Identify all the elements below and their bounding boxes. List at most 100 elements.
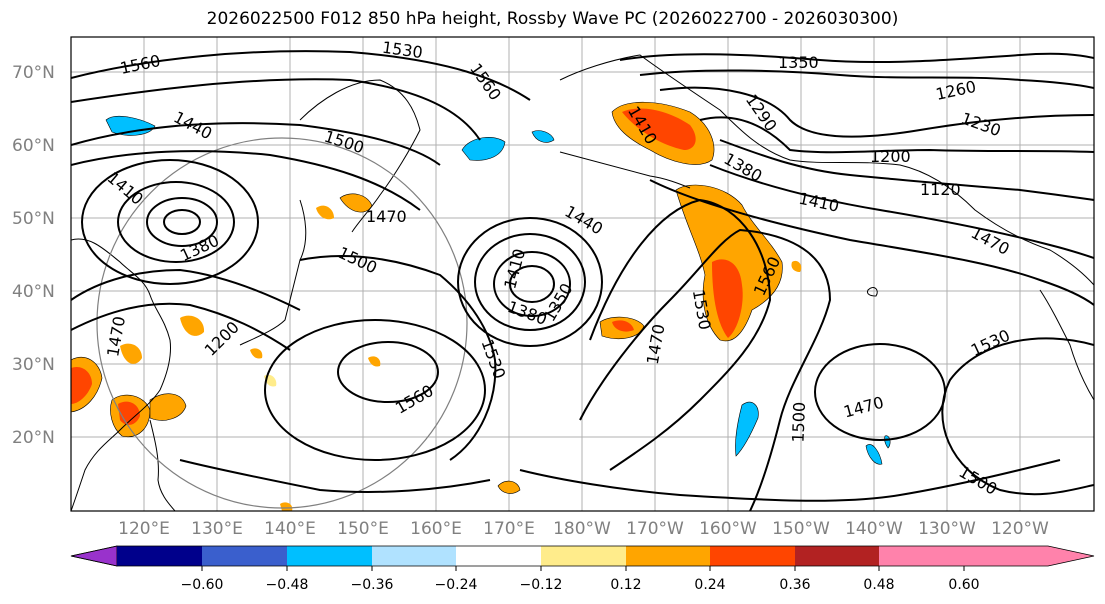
contour-label: 1120 <box>920 180 961 199</box>
coastline-philippines <box>149 419 176 511</box>
colorbar-tick-label: −0.36 <box>351 577 394 593</box>
height-contour <box>337 341 439 403</box>
height-contour <box>71 50 531 101</box>
colorbar-segment <box>372 546 456 566</box>
lon-label: 160°W <box>699 519 757 539</box>
coastline-kamchatka <box>299 79 421 233</box>
lon-label: 140°E <box>264 519 316 539</box>
height-contour <box>146 197 218 247</box>
colorbar-segment <box>710 546 795 566</box>
island-hawaii <box>867 287 878 297</box>
lat-label: 30°N <box>12 355 55 375</box>
height-contour <box>163 209 201 235</box>
positive-anomaly-patch <box>120 343 142 364</box>
colorbar-ticks <box>201 566 965 571</box>
colorbar-tick-label: −0.60 <box>181 577 224 593</box>
height-contour <box>71 78 481 141</box>
contour-label: 1500 <box>789 402 809 443</box>
positive-anomaly-patch <box>368 356 381 367</box>
height-contour <box>589 198 772 471</box>
longitude-labels: 120°E 130°E 140°E 150°E 160°E 170°E 180°… <box>118 519 1049 539</box>
colorbar-tick-label: −0.48 <box>266 577 309 593</box>
colorbar-tick-label: −0.12 <box>520 577 563 593</box>
height-contour <box>71 268 301 311</box>
height-contour <box>619 52 1094 64</box>
height-contour <box>299 255 497 461</box>
height-contours <box>71 50 1094 511</box>
lat-label: 20°N <box>12 428 55 448</box>
coastlines <box>71 54 1094 511</box>
height-contour <box>509 265 555 303</box>
colorbar-segment <box>795 546 879 566</box>
colorbar-tick-label: 0.48 <box>863 577 894 593</box>
height-contour <box>579 228 832 511</box>
colorbar-extend-right <box>964 546 1094 566</box>
height-contour <box>81 159 259 285</box>
anomaly-shading <box>71 101 891 511</box>
height-contour <box>264 319 486 461</box>
contour-label: 1470 <box>366 207 407 226</box>
height-contour <box>71 122 441 166</box>
lon-label: 120°E <box>118 519 170 539</box>
colorbar-segment <box>202 546 287 566</box>
lat-label: 60°N <box>12 136 55 156</box>
positive-anomaly-patch <box>316 205 334 220</box>
coastline-alaska <box>559 54 1094 286</box>
positive-anomaly-patch <box>612 320 634 332</box>
lon-label: 150°W <box>772 519 830 539</box>
colorbar-tick-label: 0.36 <box>779 577 810 593</box>
positive-anomaly-patch <box>149 393 187 421</box>
height-contour <box>699 116 1094 154</box>
contour-label: 1350 <box>778 53 819 72</box>
lat-label: 40°N <box>12 282 55 302</box>
lon-label: 130°E <box>191 519 243 539</box>
positive-anomaly-patch <box>622 108 696 150</box>
colorbar-extend-left <box>70 545 118 567</box>
negative-anomaly-patch <box>531 130 555 143</box>
lat-label: 50°N <box>12 209 55 229</box>
height-contour <box>519 459 1061 502</box>
contour-label: 1200 <box>870 147 911 166</box>
lon-label: 160°E <box>410 519 462 539</box>
positive-anomaly-patch <box>791 260 802 272</box>
height-contour <box>179 459 491 493</box>
height-contour <box>117 181 235 263</box>
coastline-aleutians <box>559 151 691 189</box>
colorbar-segment <box>287 546 372 566</box>
height-contour <box>493 251 571 317</box>
lon-label: 170°E <box>483 519 535 539</box>
height-contour <box>71 150 421 211</box>
reference-circle <box>96 137 468 509</box>
positive-anomaly-patch <box>250 348 263 359</box>
lon-label: 180°W <box>553 519 611 539</box>
colorbar: −0.60 −0.48 −0.36 −0.24 −0.12 0.12 0.24 … <box>70 545 1095 593</box>
lon-label: 150°E <box>337 519 389 539</box>
lon-label: 140°W <box>845 519 903 539</box>
height-contour <box>659 86 1094 138</box>
height-contour <box>709 164 1094 259</box>
height-contour <box>639 69 1094 89</box>
negative-anomaly-patch <box>865 444 883 465</box>
colorbar-outline <box>70 545 1095 567</box>
height-contour <box>71 302 291 351</box>
negative-anomaly-patch <box>461 137 506 161</box>
colorbar-tick-label: −0.24 <box>435 577 478 593</box>
map-title: 2026022500 F012 850 hPa height, Rossby W… <box>206 9 899 29</box>
height-contour <box>457 217 603 347</box>
colorbar-tick-label: 0.60 <box>948 577 979 593</box>
positive-anomaly-patch <box>280 502 293 511</box>
negative-anomaly-patch <box>735 401 759 457</box>
positive-anomaly-patch <box>180 315 205 336</box>
lat-label: 70°N <box>12 63 55 83</box>
colorbar-segment <box>626 546 710 566</box>
positive-anomaly-patch <box>712 259 743 338</box>
map-frame <box>70 36 1095 512</box>
colorbar-tick-label: 0.24 <box>694 577 725 593</box>
coastline-asia <box>71 238 171 511</box>
coastline-north-america <box>1039 289 1094 401</box>
colorbar-segment <box>456 546 541 566</box>
lon-label: 130°W <box>918 519 976 539</box>
height-contour <box>719 139 1094 201</box>
lon-label: 170°W <box>626 519 684 539</box>
